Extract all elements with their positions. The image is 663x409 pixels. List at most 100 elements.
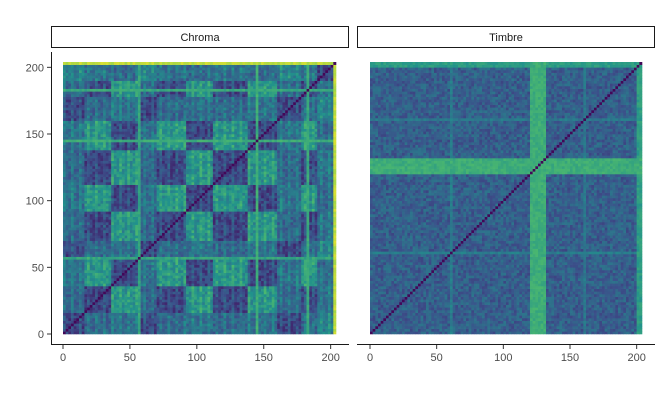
heatmap-cell bbox=[157, 150, 160, 153]
heatmap-cell bbox=[162, 153, 165, 156]
heatmap-cell bbox=[189, 118, 192, 121]
heatmap-cell bbox=[82, 238, 85, 241]
heatmap-cell bbox=[133, 177, 136, 180]
heatmap-cell bbox=[117, 219, 120, 222]
heatmap-cell bbox=[130, 246, 133, 249]
heatmap-cell bbox=[71, 139, 74, 142]
heatmap-cell bbox=[117, 294, 120, 297]
heatmap-cell bbox=[175, 251, 178, 254]
heatmap-cell bbox=[87, 177, 90, 180]
heatmap-cell bbox=[106, 297, 109, 300]
heatmap-cell bbox=[74, 227, 77, 230]
heatmap-cell bbox=[138, 198, 141, 201]
heatmap-cell bbox=[90, 265, 93, 268]
heatmap-cell bbox=[92, 299, 95, 302]
heatmap-cell bbox=[71, 305, 74, 308]
heatmap-cell bbox=[138, 222, 141, 225]
heatmap-cell bbox=[165, 251, 168, 254]
heatmap-cell bbox=[151, 254, 154, 257]
heatmap-cell bbox=[95, 235, 98, 238]
heatmap-cell bbox=[133, 302, 136, 305]
heatmap-cell bbox=[165, 155, 168, 158]
heatmap-cell bbox=[87, 65, 90, 68]
heatmap-cell bbox=[165, 182, 168, 185]
heatmap-cell bbox=[82, 326, 85, 329]
heatmap-cell bbox=[133, 203, 136, 206]
heatmap-cell bbox=[151, 249, 154, 252]
heatmap-cell bbox=[106, 222, 109, 225]
heatmap-cell bbox=[167, 179, 170, 182]
heatmap-cell bbox=[66, 222, 69, 225]
heatmap-cell bbox=[63, 198, 66, 201]
heatmap-cell bbox=[87, 115, 90, 118]
heatmap-cell bbox=[100, 185, 103, 188]
heatmap-cell bbox=[146, 163, 149, 166]
heatmap-cell bbox=[122, 169, 125, 172]
heatmap-cell bbox=[111, 73, 114, 76]
heatmap-cell bbox=[181, 142, 184, 145]
heatmap-cell bbox=[170, 193, 173, 196]
heatmap-cell bbox=[98, 182, 101, 185]
heatmap-cell bbox=[114, 326, 117, 329]
heatmap-cell bbox=[178, 73, 181, 76]
heatmap-cell bbox=[154, 99, 157, 102]
heatmap-cell bbox=[119, 238, 122, 241]
heatmap-cell bbox=[162, 203, 165, 206]
heatmap-cell bbox=[103, 94, 106, 97]
heatmap-cell bbox=[95, 206, 98, 209]
heatmap-cell bbox=[98, 249, 101, 252]
heatmap-cell bbox=[191, 78, 194, 81]
heatmap-cell bbox=[63, 209, 66, 212]
heatmap-cell bbox=[76, 177, 79, 180]
heatmap-cell bbox=[173, 243, 176, 246]
heatmap-cell bbox=[79, 187, 82, 190]
heatmap-cell bbox=[100, 113, 103, 116]
heatmap-cell bbox=[135, 283, 138, 286]
heatmap-cell bbox=[76, 187, 79, 190]
heatmap-cell bbox=[111, 222, 114, 225]
heatmap-cell bbox=[186, 211, 189, 214]
heatmap-cell bbox=[71, 177, 74, 180]
heatmap-cell bbox=[66, 83, 69, 86]
heatmap-cell bbox=[135, 179, 138, 182]
heatmap-cell bbox=[74, 158, 77, 161]
heatmap-cell bbox=[114, 206, 117, 209]
heatmap-cell bbox=[127, 331, 130, 334]
heatmap-cell bbox=[79, 203, 82, 206]
heatmap-cell bbox=[173, 302, 176, 305]
heatmap-cell bbox=[95, 86, 98, 89]
heatmap-cell bbox=[133, 310, 136, 313]
heatmap-cell bbox=[141, 73, 144, 76]
heatmap-cell bbox=[183, 211, 186, 214]
heatmap-cell bbox=[127, 313, 130, 316]
heatmap-cell bbox=[122, 142, 125, 145]
heatmap-cell bbox=[87, 179, 90, 182]
heatmap-cell bbox=[111, 278, 114, 281]
heatmap-cell bbox=[114, 110, 117, 113]
heatmap-cell bbox=[95, 65, 98, 68]
heatmap-cell bbox=[92, 115, 95, 118]
heatmap-cell bbox=[122, 241, 125, 244]
heatmap-cell bbox=[117, 313, 120, 316]
heatmap-cell bbox=[119, 299, 122, 302]
heatmap-cell bbox=[117, 131, 120, 134]
heatmap-cell bbox=[119, 81, 122, 84]
heatmap-cell bbox=[125, 73, 128, 76]
heatmap-cell bbox=[103, 201, 106, 204]
heatmap-cell bbox=[167, 251, 170, 254]
heatmap-cell bbox=[127, 81, 130, 84]
heatmap-cell bbox=[84, 289, 87, 292]
heatmap-cell bbox=[157, 230, 160, 233]
heatmap-cell bbox=[63, 102, 66, 105]
heatmap-cell bbox=[106, 238, 109, 241]
heatmap-cell bbox=[151, 121, 154, 124]
heatmap-cell bbox=[138, 235, 141, 238]
heatmap-cell bbox=[76, 302, 79, 305]
heatmap-cell bbox=[92, 147, 95, 150]
heatmap-cell bbox=[95, 305, 98, 308]
heatmap-cell bbox=[87, 310, 90, 313]
heatmap-cell bbox=[165, 225, 168, 228]
heatmap-cell bbox=[119, 65, 122, 68]
heatmap-cell bbox=[109, 318, 112, 321]
heatmap-cell bbox=[130, 73, 133, 76]
